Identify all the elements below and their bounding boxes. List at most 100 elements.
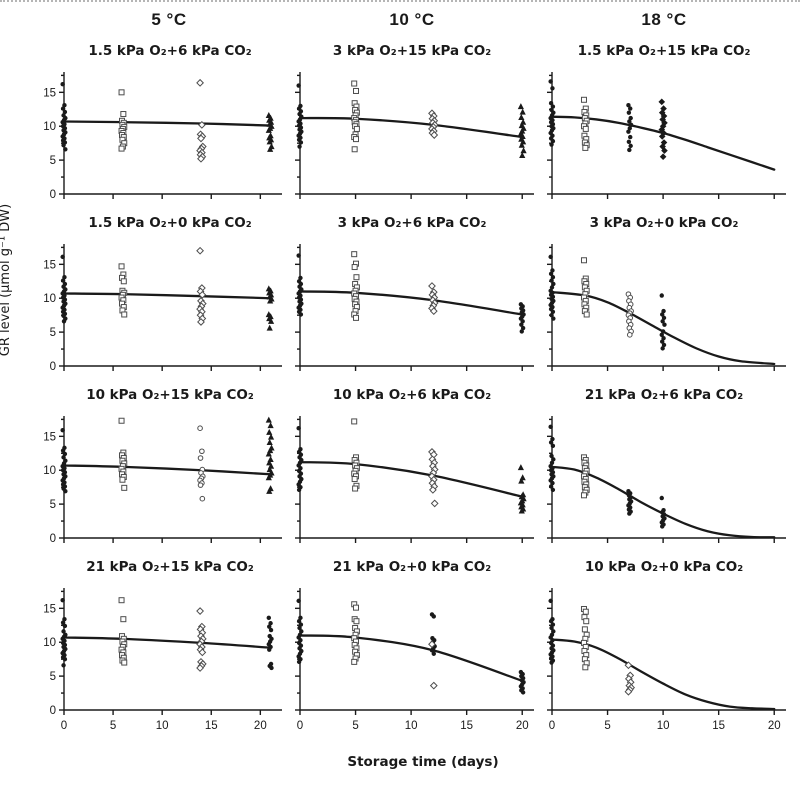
panel-r0c0: 1.5 kPa O₂+6 kPa CO₂ 0 5 10 15 — [30, 38, 286, 204]
panel-r0c1: 3 kPa O₂+15 kPa CO₂ — [286, 38, 538, 204]
scatter-cluster-day0 — [548, 424, 556, 493]
svg-text:15: 15 — [460, 720, 473, 732]
scatter-cluster-day12 — [428, 640, 438, 690]
scatter-cluster-day12 — [428, 109, 439, 139]
scatter-cluster-day3 — [580, 606, 590, 671]
scatter-cluster-day20 — [518, 669, 526, 695]
svg-text:10: 10 — [156, 720, 169, 732]
panel-plot — [295, 72, 534, 199]
svg-text:5: 5 — [50, 499, 56, 511]
panel-title: 1.5 kPa O₂+0 kPa CO₂ — [88, 215, 252, 231]
column-title-0: 5 °C — [151, 10, 187, 29]
panel-title: 1.5 kPa O₂+15 kPa CO₂ — [577, 43, 751, 59]
panel-plot: 0 5 10 15 0 5 10 15 20 — [43, 588, 282, 732]
svg-text:10: 10 — [43, 121, 56, 133]
svg-text:0: 0 — [50, 189, 56, 201]
scatter-cluster-day0 — [60, 254, 68, 324]
panel-r0c2: 1.5 kPa O₂+15 kPa CO₂ — [538, 38, 790, 204]
fit-line — [550, 638, 776, 711]
svg-text:0: 0 — [50, 361, 56, 373]
panel-title: 3 kPa O₂+0 kPa CO₂ — [589, 215, 739, 231]
scatter-cluster-day3 — [580, 96, 590, 151]
fit-line — [298, 116, 524, 139]
x-axis — [299, 365, 534, 371]
column-title-2: 18 °C — [641, 10, 687, 29]
svg-text:10: 10 — [405, 720, 418, 732]
svg-text:0: 0 — [549, 720, 555, 732]
scatter-cluster-day0 — [60, 428, 68, 494]
scatter-cluster-day14 — [197, 425, 206, 502]
panel-plot — [295, 244, 534, 371]
scatter-cluster-day14 — [196, 78, 207, 163]
scatter-cluster-day0 — [548, 598, 556, 665]
panel-plot: 0 5 10 15 — [43, 416, 282, 545]
x-axis-title: Storage time (days) — [347, 754, 499, 770]
panel-plot: 0 5 10 15 20 — [295, 588, 534, 732]
scatter-cluster-day7 — [626, 489, 634, 516]
x-axis — [551, 709, 786, 715]
panel-r2c0: 10 kPa O₂+15 kPa CO₂ 0 5 10 15 — [30, 382, 286, 548]
x-axis — [551, 537, 786, 543]
svg-text:0: 0 — [50, 705, 56, 717]
svg-text:5: 5 — [110, 720, 116, 732]
column-title-1: 10 °C — [389, 10, 435, 29]
svg-text:5: 5 — [50, 155, 56, 167]
scatter-cluster-day3 — [580, 257, 590, 318]
scatter-cluster-day20 — [518, 302, 526, 334]
scatter-cluster-day14 — [196, 607, 207, 672]
y-tick-labels: 0 5 10 15 — [43, 87, 56, 201]
panel-plot — [547, 244, 786, 371]
svg-text:15: 15 — [43, 259, 56, 271]
scatter-cluster-day21 — [265, 111, 275, 152]
scatter-cluster-day6 — [118, 597, 128, 666]
scatter-cluster-day12 — [428, 448, 439, 508]
panel-r1c0: 1.5 kPa O₂+0 kPa CO₂ 0 5 10 15 — [30, 210, 286, 376]
panel-title: 10 kPa O₂+6 kPa CO₂ — [332, 387, 492, 403]
panel-title: 1.5 kPa O₂+6 kPa CO₂ — [88, 43, 252, 59]
scatter-cluster-day14 — [196, 246, 207, 326]
scatter-cluster-day6 — [118, 89, 128, 152]
panel-r3c2: 10 kPa O₂+0 kPa CO₂ 0 5 10 15 20 — [538, 554, 790, 748]
scatter-cluster-day0 — [60, 82, 68, 152]
scatter-cluster-day21 — [266, 615, 274, 671]
panel-title: 21 kPa O₂+6 kPa CO₂ — [584, 387, 744, 403]
x-axis — [63, 709, 282, 715]
x-axis — [63, 365, 282, 371]
x-axis — [299, 193, 534, 199]
panel-r1c2: 3 kPa O₂+0 kPa CO₂ — [538, 210, 790, 376]
svg-text:5: 5 — [50, 671, 56, 683]
panel-title: 10 kPa O₂+15 kPa CO₂ — [86, 387, 254, 403]
scatter-cluster-day21 — [265, 285, 275, 331]
scatter-cluster-day5 — [351, 418, 360, 492]
x-axis — [551, 365, 786, 371]
panel-plot: 0 5 10 15 — [43, 244, 282, 373]
fit-line — [62, 292, 272, 300]
fit-line — [62, 636, 272, 649]
scatter-cluster-day7 — [625, 291, 634, 338]
scatter-cluster-day12 — [428, 282, 439, 316]
svg-text:15: 15 — [43, 87, 56, 99]
scatter-cluster-day7 — [624, 661, 636, 696]
scatter-cluster-day0 — [548, 254, 556, 321]
panel-plot — [295, 416, 534, 543]
fit-line — [62, 120, 272, 127]
column-titles: 5 °C 10 °C 18 °C — [30, 6, 796, 38]
svg-text:10: 10 — [43, 637, 56, 649]
panel-plot — [547, 416, 786, 543]
panel-title: 10 kPa O₂+0 kPa CO₂ — [584, 559, 744, 575]
panel-title: 3 kPa O₂+6 kPa CO₂ — [337, 215, 487, 231]
scatter-cluster-day12 — [429, 612, 437, 656]
scatter-cluster-day20 — [517, 103, 527, 158]
scatter-cluster-day10 — [659, 293, 667, 351]
scatter-cluster-day6 — [118, 417, 128, 491]
svg-text:0: 0 — [61, 720, 67, 732]
scatter-cluster-day6 — [118, 263, 128, 318]
scatter-cluster-day7 — [626, 103, 634, 153]
svg-text:10: 10 — [43, 293, 56, 305]
x-axis — [299, 709, 534, 715]
x-axis — [551, 193, 786, 199]
scatter-cluster-day0 — [296, 426, 304, 493]
scatter-cluster-day0 — [296, 83, 304, 149]
panel-title: 21 kPa O₂+0 kPa CO₂ — [332, 559, 492, 575]
svg-text:5: 5 — [604, 720, 610, 732]
